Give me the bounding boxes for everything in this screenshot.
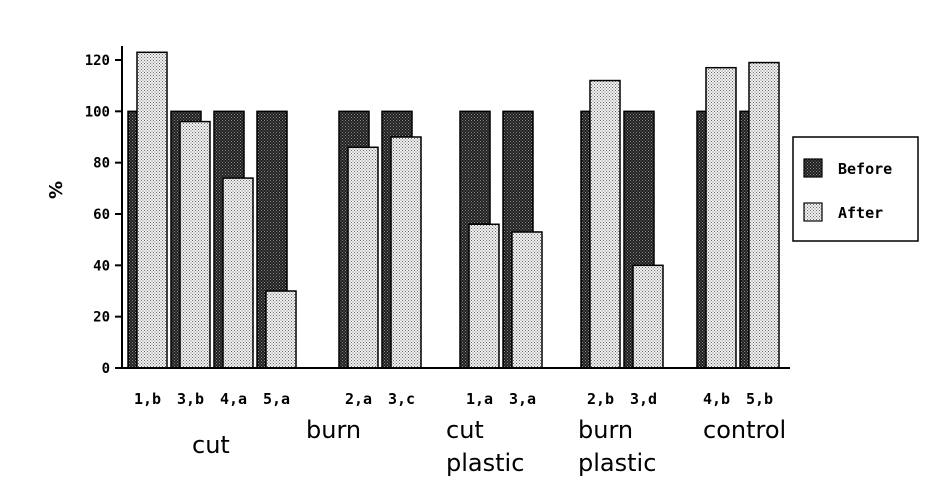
bar-after-1-b: [136, 51, 168, 369]
x-tick-label: 3,c: [388, 390, 415, 408]
y-tick-label: 0: [102, 361, 110, 377]
group-label: cut: [192, 431, 230, 459]
group-label: cut: [446, 416, 484, 444]
group-label: control: [703, 416, 786, 444]
group-label: burn: [306, 416, 361, 444]
bar-after-1-a: [468, 223, 500, 369]
x-tick-label: 4,a: [220, 390, 247, 408]
y-tick-label: 60: [93, 207, 110, 223]
y-tick-label: 20: [93, 310, 110, 326]
x-tick-label: 3,d: [630, 390, 657, 408]
x-tick-label: 1,b: [134, 390, 161, 408]
group-label: plastic: [446, 449, 524, 477]
bar-after-4-b: [705, 66, 737, 369]
bar-after-3-b: [179, 120, 211, 369]
x-tick-label: 5,a: [263, 390, 290, 408]
bar-after-2-b: [589, 79, 621, 369]
x-tick-label: 3,b: [177, 390, 204, 408]
bar-after-3-d: [632, 264, 664, 369]
legend-label-before: Before: [838, 160, 892, 178]
legend-swatch-after: [803, 202, 823, 222]
bar-after-3-c: [390, 136, 422, 369]
group-label: burn: [578, 416, 633, 444]
y-axis-label: %: [46, 181, 67, 199]
group-label: plastic: [578, 449, 656, 477]
bar-after-3-a: [511, 231, 543, 369]
legend: Before After: [792, 136, 919, 242]
bar-after-2-a: [347, 146, 379, 369]
legend-label-after: After: [838, 204, 883, 222]
y-tick-label: 100: [85, 104, 110, 120]
bar-after-5-b: [748, 61, 780, 369]
y-tick-label: 40: [93, 258, 110, 274]
y-tick-label: 120: [85, 53, 110, 69]
x-tick-label: 4,b: [703, 390, 730, 408]
y-tick-label: 80: [93, 156, 110, 172]
legend-swatch-before: [803, 158, 823, 178]
x-tick-label: 1,a: [466, 390, 493, 408]
x-tick-label: 2,b: [587, 390, 614, 408]
bar-after-4-a: [222, 177, 254, 369]
x-tick-label: 3,a: [509, 390, 536, 408]
bar-after-5-a: [265, 290, 297, 369]
x-tick-label: 2,a: [345, 390, 372, 408]
x-tick-label: 5,b: [746, 390, 773, 408]
legend-box: [792, 136, 919, 242]
